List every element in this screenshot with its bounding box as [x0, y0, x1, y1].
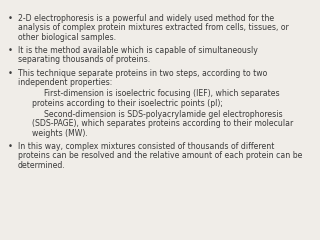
Text: proteins according to their isoelectric points (pI);: proteins according to their isoelectric … [32, 99, 223, 108]
Text: (SDS-PAGE), which separates proteins according to their molecular: (SDS-PAGE), which separates proteins acc… [32, 120, 293, 128]
Text: analysis of complex protein mixtures extracted from cells, tissues, or: analysis of complex protein mixtures ext… [18, 24, 289, 32]
Text: proteins can be resolved and the relative amount of each protein can be: proteins can be resolved and the relativ… [18, 151, 302, 161]
Text: weights (MW).: weights (MW). [32, 129, 88, 138]
Text: 2-D electrophoresis is a powerful and widely used method for the: 2-D electrophoresis is a powerful and wi… [18, 14, 274, 23]
Text: separating thousands of proteins.: separating thousands of proteins. [18, 55, 150, 65]
Text: •: • [8, 142, 13, 151]
Text: In this way, complex mixtures consisted of thousands of different: In this way, complex mixtures consisted … [18, 142, 274, 151]
Text: •: • [8, 46, 13, 55]
Text: This technique separate proteins in two steps, according to two: This technique separate proteins in two … [18, 68, 267, 78]
Text: other biological samples.: other biological samples. [18, 33, 116, 42]
Text: determined.: determined. [18, 161, 66, 170]
Text: independent properties:: independent properties: [18, 78, 112, 87]
Text: •: • [8, 14, 13, 23]
Text: It is the method available which is capable of simultaneously: It is the method available which is capa… [18, 46, 258, 55]
Text: First-dimension is isoelectric focusing (IEF), which separates: First-dimension is isoelectric focusing … [44, 89, 280, 98]
Text: Second-dimension is SDS-polyacrylamide gel electrophoresis: Second-dimension is SDS-polyacrylamide g… [44, 110, 283, 119]
Text: •: • [8, 68, 13, 78]
